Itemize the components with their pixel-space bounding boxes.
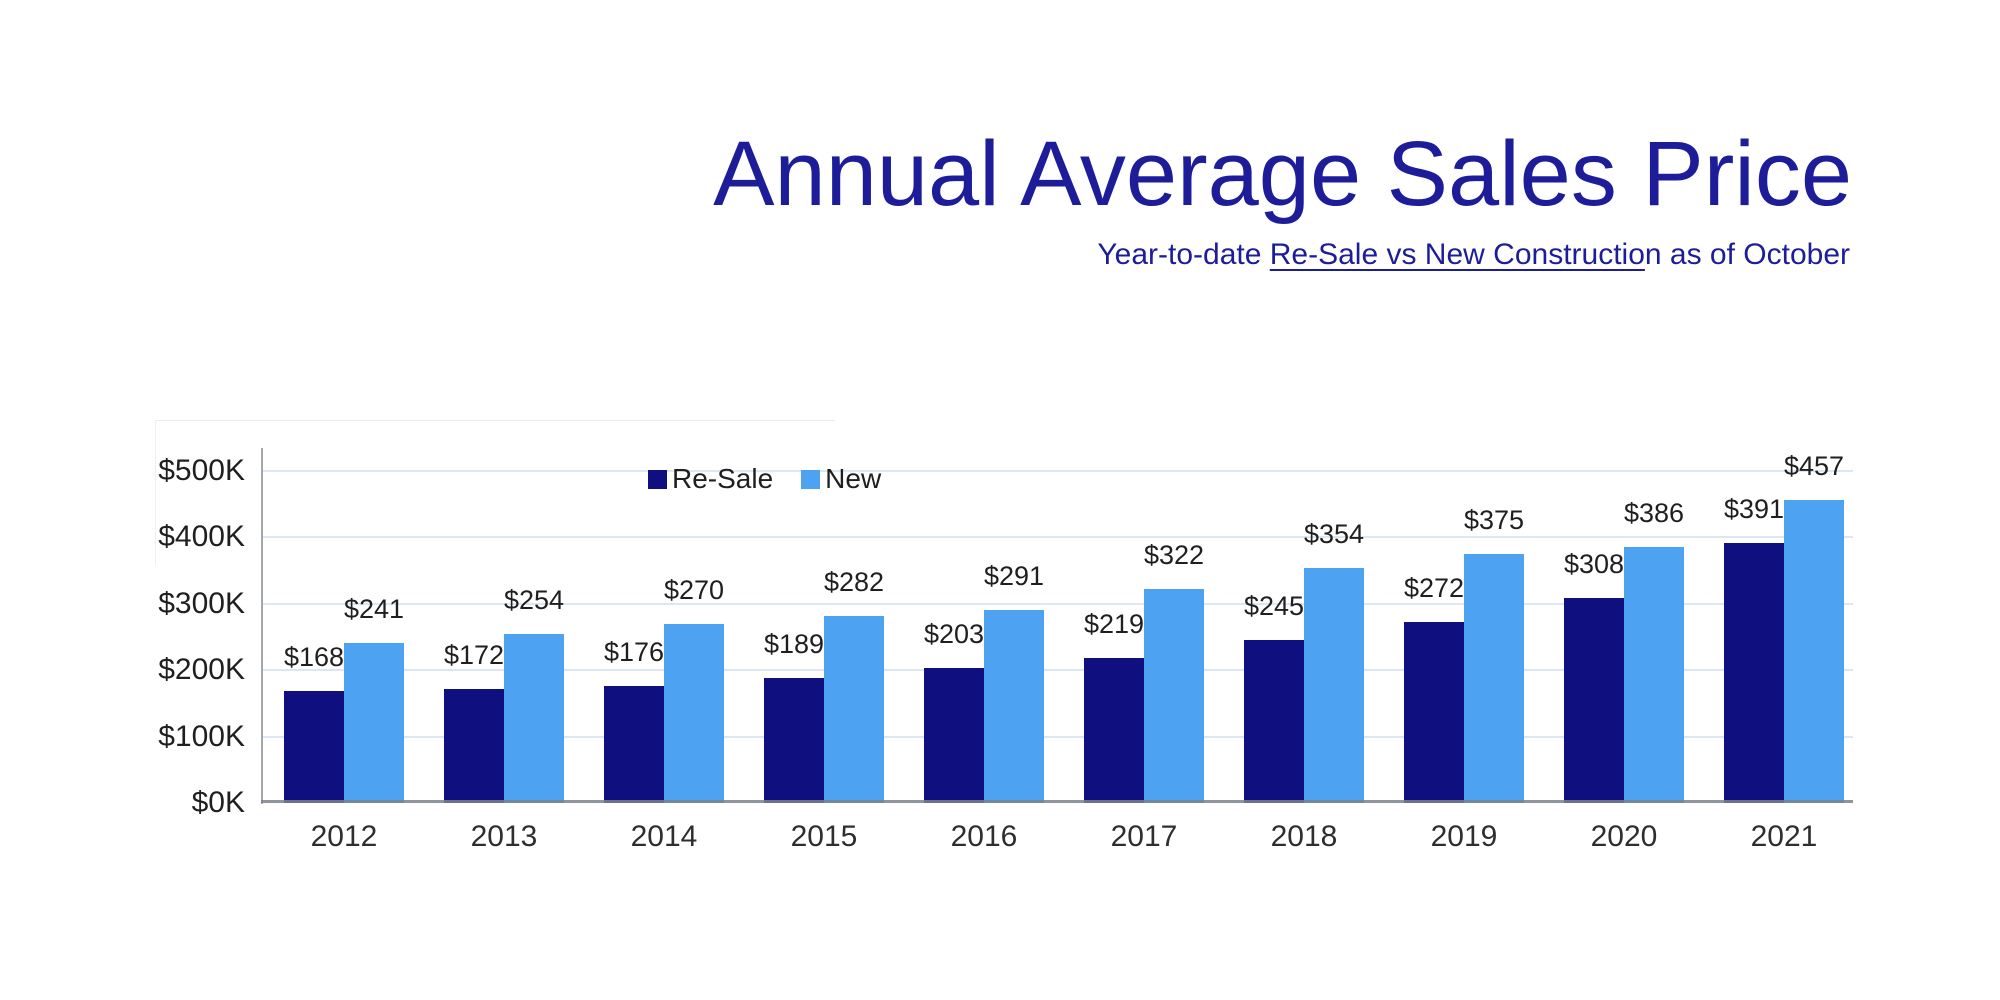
legend: Re-Sale New xyxy=(648,463,881,495)
gridline-200 xyxy=(263,669,1853,672)
gridline-500 xyxy=(263,470,1853,472)
bar-new-2016 xyxy=(984,610,1044,803)
legend-item-resale: Re-Sale xyxy=(648,463,773,495)
subtitle-underlined-text: Re-Sale vs New Constructio xyxy=(1269,238,1645,271)
subtitle-prefix: Year-to-date xyxy=(1097,238,1270,271)
x-axis-label: 2019 xyxy=(1430,820,1498,853)
bar-value-label: $254 xyxy=(503,585,565,615)
y-axis xyxy=(261,448,263,804)
y-axis-label: $500K xyxy=(158,454,245,487)
bar-value-label: $322 xyxy=(1143,540,1205,570)
bar-value-label: $270 xyxy=(663,575,725,605)
bar-value-label: $282 xyxy=(823,567,885,597)
bar-value-label: $189 xyxy=(763,629,825,659)
bar-resale-2019 xyxy=(1404,622,1464,803)
bar-value-label: $241 xyxy=(343,594,405,624)
legend-item-new: New xyxy=(801,463,881,495)
page-subtitle: Year-to-date Re-Sale vs New Construction… xyxy=(1097,238,1850,272)
y-axis-label: $200K xyxy=(158,653,245,687)
bar-new-2014 xyxy=(664,624,724,803)
bar-new-2019 xyxy=(1464,554,1524,803)
x-axis-label: 2017 xyxy=(1110,820,1178,853)
bar-new-2020 xyxy=(1624,547,1684,803)
bar-new-2015 xyxy=(824,616,884,803)
bar-value-label: $203 xyxy=(923,619,985,649)
bar-value-label: $308 xyxy=(1563,549,1625,579)
bar-new-2017 xyxy=(1144,589,1204,803)
bar-resale-2017 xyxy=(1084,658,1144,803)
legend-label: New xyxy=(825,463,882,494)
page-title: Annual Average Sales Price xyxy=(713,123,1852,225)
x-axis-label: 2016 xyxy=(950,820,1018,853)
bar-resale-2015 xyxy=(764,678,824,803)
bar-resale-2016 xyxy=(924,668,984,803)
bar-value-label: $354 xyxy=(1303,519,1365,549)
bar-resale-2018 xyxy=(1244,640,1304,803)
bar-new-2012 xyxy=(344,643,404,803)
bar-value-label: $172 xyxy=(443,640,505,670)
x-axis-label: 2020 xyxy=(1590,820,1658,853)
x-axis-label: 2014 xyxy=(630,820,698,853)
subtitle-suffix: n as of October xyxy=(1644,238,1850,271)
y-axis-label: $0K xyxy=(191,786,245,819)
gridline-100 xyxy=(263,735,1853,738)
bar-value-label: $386 xyxy=(1623,498,1685,528)
bar-value-label: $219 xyxy=(1083,609,1145,639)
bar-resale-2014 xyxy=(604,686,664,803)
bar-resale-2013 xyxy=(444,689,504,803)
bar-value-label: $391 xyxy=(1723,494,1785,524)
gridline-300 xyxy=(263,602,1853,605)
bar-value-label: $176 xyxy=(603,637,665,667)
legend-swatch-resale xyxy=(648,469,667,489)
bar-resale-2020 xyxy=(1564,598,1624,803)
bar-value-label: $245 xyxy=(1243,591,1305,621)
x-axis-label: 2018 xyxy=(1270,820,1338,853)
image-edge-artifact-horizontal xyxy=(155,420,835,421)
image-edge-artifact-vertical xyxy=(155,420,156,565)
x-axis-label: 2013 xyxy=(470,820,538,853)
bar-new-2018 xyxy=(1304,568,1364,803)
bar-resale-2021 xyxy=(1724,543,1784,803)
bar-value-label: $272 xyxy=(1403,573,1465,603)
gridline-400 xyxy=(263,536,1853,539)
bar-value-label: $291 xyxy=(983,561,1045,591)
x-axis-label: 2012 xyxy=(310,820,378,853)
bar-resale-2012 xyxy=(284,691,344,803)
bar-new-2013 xyxy=(504,634,564,803)
bar-value-label: $168 xyxy=(283,642,345,672)
x-axis-label: 2015 xyxy=(790,820,858,853)
x-axis xyxy=(261,800,1853,803)
y-axis-label: $300K xyxy=(158,586,245,620)
bar-value-label: $457 xyxy=(1783,451,1845,481)
legend-swatch-new xyxy=(801,469,821,489)
y-axis-label: $400K xyxy=(158,520,245,554)
y-axis-label: $100K xyxy=(158,719,245,753)
legend-label: Re-Sale xyxy=(672,463,774,494)
x-axis-label: 2021 xyxy=(1750,820,1818,853)
bar-new-2021 xyxy=(1784,500,1844,803)
bar-value-label: $375 xyxy=(1463,505,1525,535)
